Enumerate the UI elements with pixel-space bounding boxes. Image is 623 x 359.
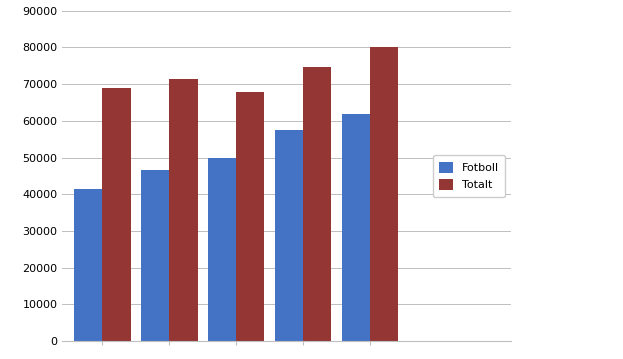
Bar bbox=[342, 113, 370, 341]
Bar bbox=[74, 189, 102, 341]
Bar bbox=[169, 79, 197, 341]
Bar bbox=[370, 47, 398, 341]
Bar bbox=[102, 88, 131, 341]
Bar bbox=[208, 158, 236, 341]
Legend: Fotboll, Totalt: Fotboll, Totalt bbox=[432, 155, 505, 197]
Bar bbox=[236, 92, 265, 341]
Bar bbox=[141, 171, 169, 341]
Bar bbox=[303, 66, 331, 341]
Bar bbox=[275, 130, 303, 341]
